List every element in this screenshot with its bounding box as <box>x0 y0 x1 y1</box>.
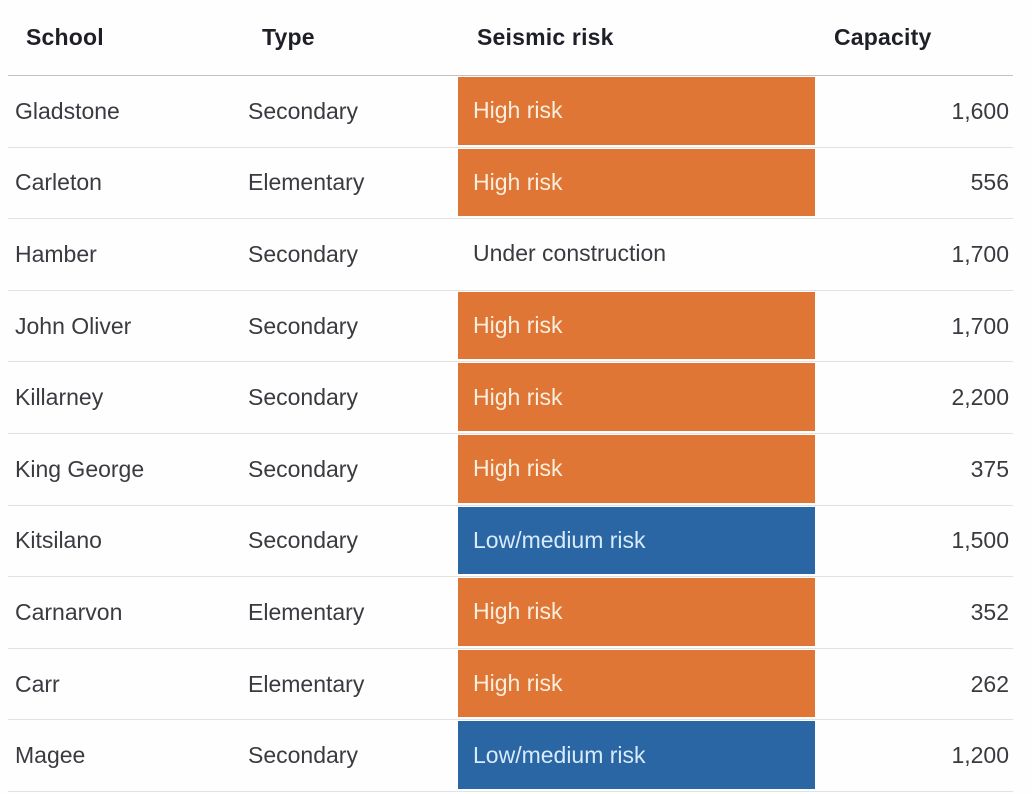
column-header-school: School <box>26 24 104 50</box>
seismic-risk-badge: High risk <box>458 77 815 145</box>
type-cell: Secondary <box>248 742 358 769</box>
type-cell: Elementary <box>248 169 365 196</box>
column-header-capacity: Capacity <box>834 24 932 50</box>
seismic-risk-cell: High risk <box>458 649 815 720</box>
school-cell: John Oliver <box>15 312 132 339</box>
seismic-risk-cell: High risk <box>458 148 815 219</box>
type-cell: Elementary <box>248 670 365 697</box>
type-cell: Secondary <box>248 384 358 411</box>
seismic-risk-badge: High risk <box>458 148 815 217</box>
type-cell: Elementary <box>248 598 365 625</box>
seismic-risk-badge: Low/medium risk <box>458 506 815 575</box>
capacity-cell: 1,200 <box>951 742 1009 769</box>
table-row: Carleton Elementary High risk 556 <box>8 148 1013 220</box>
table-row: Magee Secondary Low/medium risk 1,200 <box>8 720 1013 792</box>
school-cell: Kitsilano <box>15 527 102 554</box>
type-cell: Secondary <box>248 240 358 267</box>
seismic-risk-badge: Under construction <box>473 240 667 267</box>
seismic-risk-badge: High risk <box>458 434 815 503</box>
seismic-risk-badge: High risk <box>458 363 815 431</box>
capacity-cell: 2,200 <box>951 384 1009 411</box>
capacity-cell: 556 <box>970 169 1009 196</box>
table-row: Hamber Secondary Under construction 1,70… <box>8 219 1013 291</box>
capacity-cell: 1,700 <box>951 240 1009 267</box>
column-header-type: Type <box>262 24 315 50</box>
school-cell: Carr <box>15 670 60 697</box>
seismic-risk-cell: High risk <box>458 76 815 147</box>
seismic-risk-badge: High risk <box>458 291 815 360</box>
seismic-risk-cell: High risk <box>458 362 815 433</box>
type-cell: Secondary <box>248 312 358 339</box>
school-cell: Carnarvon <box>15 598 123 625</box>
school-cell: Gladstone <box>15 97 120 124</box>
capacity-cell: 1,500 <box>951 527 1009 554</box>
table-row: John Oliver Secondary High risk 1,700 <box>8 291 1013 363</box>
seismic-risk-badge: High risk <box>458 578 815 646</box>
table-row: Gladstone Secondary High risk 1,600 <box>8 76 1013 148</box>
type-cell: Secondary <box>248 455 358 482</box>
school-cell: Magee <box>15 742 86 769</box>
capacity-cell: 375 <box>970 455 1009 482</box>
table-row: Carr Elementary High risk 262 <box>8 649 1013 721</box>
seismic-risk-cell: High risk <box>458 291 815 362</box>
column-header-seismic-risk: Seismic risk <box>477 24 614 50</box>
school-cell: Hamber <box>15 240 97 267</box>
seismic-risk-cell: High risk <box>458 434 815 505</box>
school-cell: Carleton <box>15 169 102 196</box>
table-row: King George Secondary High risk 375 <box>8 434 1013 506</box>
seismic-risk-cell: Under construction <box>458 219 815 290</box>
capacity-cell: 352 <box>970 598 1009 625</box>
capacity-cell: 1,700 <box>951 312 1009 339</box>
school-cell: King George <box>15 455 145 482</box>
capacity-cell: 262 <box>970 670 1009 697</box>
seismic-risk-badge: Low/medium risk <box>458 721 815 789</box>
table-row: Kitsilano Secondary Low/medium risk 1,50… <box>8 506 1013 578</box>
table-header-row: School Type Seismic risk Capacity <box>8 0 1013 76</box>
seismic-risk-cell: Low/medium risk <box>458 720 815 791</box>
capacity-cell: 1,600 <box>951 97 1009 124</box>
school-cell: Killarney <box>15 384 104 411</box>
table-row: Carnarvon Elementary High risk 352 <box>8 577 1013 649</box>
type-cell: Secondary <box>248 97 358 124</box>
table-row: Killarney Secondary High risk 2,200 <box>8 362 1013 434</box>
seismic-risk-badge: High risk <box>458 649 815 718</box>
seismic-risk-cell: Low/medium risk <box>458 506 815 577</box>
seismic-risk-cell: High risk <box>458 577 815 648</box>
type-cell: Secondary <box>248 527 358 554</box>
schools-seismic-table: School Type Seismic risk Capacity Gladst… <box>8 0 1013 792</box>
